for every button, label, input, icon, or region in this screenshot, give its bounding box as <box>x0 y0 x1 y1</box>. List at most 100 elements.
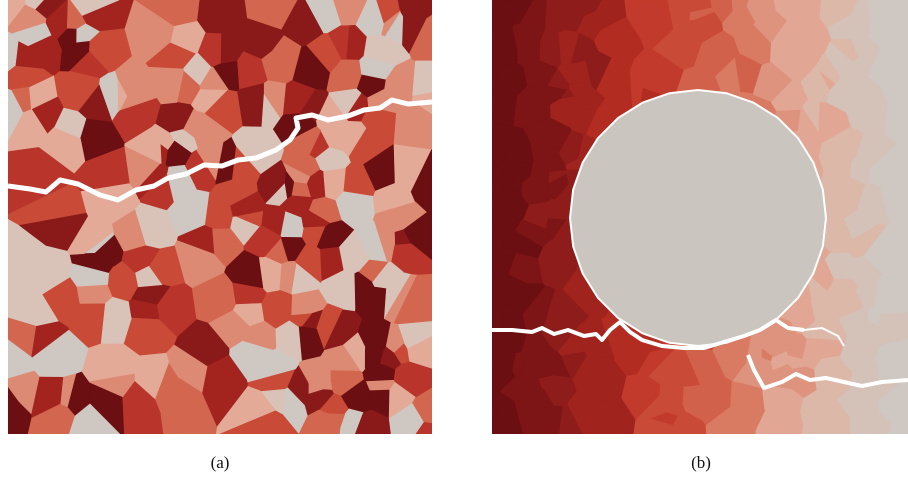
grain <box>333 0 368 26</box>
grain <box>318 269 356 312</box>
grain <box>570 0 602 16</box>
grain <box>11 86 32 113</box>
grain <box>521 353 538 378</box>
grain <box>165 140 192 167</box>
grain <box>402 16 427 54</box>
grain <box>99 70 119 122</box>
grain <box>130 284 171 306</box>
grain <box>492 361 515 393</box>
grain <box>513 392 539 434</box>
grain <box>8 290 59 327</box>
grain <box>8 339 35 379</box>
grain <box>878 403 908 424</box>
grain <box>67 215 114 255</box>
grain <box>237 51 268 90</box>
grain <box>492 27 518 63</box>
grain <box>177 224 215 254</box>
grain <box>800 390 835 427</box>
grain <box>39 127 86 174</box>
grain <box>208 310 250 349</box>
grain <box>731 0 749 11</box>
grain <box>94 234 124 267</box>
grain <box>523 405 563 434</box>
grain <box>89 28 132 73</box>
grain <box>734 53 762 94</box>
grain <box>204 89 243 135</box>
grain <box>701 377 732 426</box>
grain <box>593 397 636 434</box>
grain <box>128 299 160 320</box>
grain <box>855 282 878 309</box>
grain <box>111 98 161 144</box>
grain <box>265 182 288 206</box>
grain <box>493 180 523 191</box>
grain <box>412 60 432 96</box>
grain <box>824 51 860 76</box>
grain <box>822 196 855 221</box>
grain <box>513 161 533 184</box>
grain <box>569 81 596 101</box>
grain <box>850 0 871 21</box>
grain <box>492 253 516 277</box>
grain <box>492 49 508 76</box>
grain <box>503 0 534 25</box>
grain <box>544 85 567 106</box>
grain <box>247 348 300 383</box>
grain <box>335 191 375 231</box>
grain <box>287 364 309 406</box>
grain <box>359 56 396 80</box>
grain <box>557 319 586 356</box>
grain <box>773 0 822 23</box>
grain <box>863 224 908 274</box>
panel-a-polycrystal-crack <box>8 0 432 434</box>
grain <box>501 228 517 252</box>
grain <box>492 201 521 231</box>
grain <box>224 249 264 289</box>
graded-grain-map-with-inclusion <box>492 0 908 434</box>
grain <box>298 409 341 434</box>
crack-path <box>8 97 432 203</box>
grain <box>596 57 636 101</box>
grain <box>294 244 322 283</box>
grain <box>600 316 641 357</box>
grain <box>197 32 222 67</box>
grain <box>895 74 908 99</box>
grain <box>878 27 908 61</box>
grain <box>393 361 432 398</box>
grain <box>145 42 196 69</box>
grain <box>836 388 871 418</box>
grain <box>414 421 432 434</box>
grain <box>196 0 248 35</box>
polycrystal-grain-map <box>8 0 432 434</box>
grain <box>196 142 224 181</box>
grain <box>76 284 114 304</box>
grain <box>256 159 287 204</box>
grain <box>572 60 592 87</box>
grain <box>585 411 619 434</box>
grain <box>846 319 886 346</box>
grain <box>219 410 299 434</box>
grain <box>31 96 64 135</box>
grain <box>492 74 513 95</box>
grain <box>879 181 908 230</box>
grain <box>316 303 343 351</box>
grain <box>304 389 334 417</box>
grain <box>388 402 424 434</box>
grain <box>66 0 87 29</box>
grain <box>69 263 110 287</box>
grain <box>342 120 367 158</box>
grain <box>27 403 75 434</box>
grain <box>88 373 135 398</box>
grain <box>613 339 651 376</box>
grain <box>636 348 675 377</box>
grain <box>492 327 529 354</box>
grain <box>492 405 522 434</box>
crack-path-secondary <box>746 354 908 390</box>
grain <box>298 326 325 361</box>
grain <box>550 96 580 128</box>
grain <box>558 30 580 65</box>
grain <box>819 71 836 91</box>
grain <box>364 347 385 369</box>
circular-inclusion <box>568 88 828 348</box>
grain <box>372 261 404 289</box>
